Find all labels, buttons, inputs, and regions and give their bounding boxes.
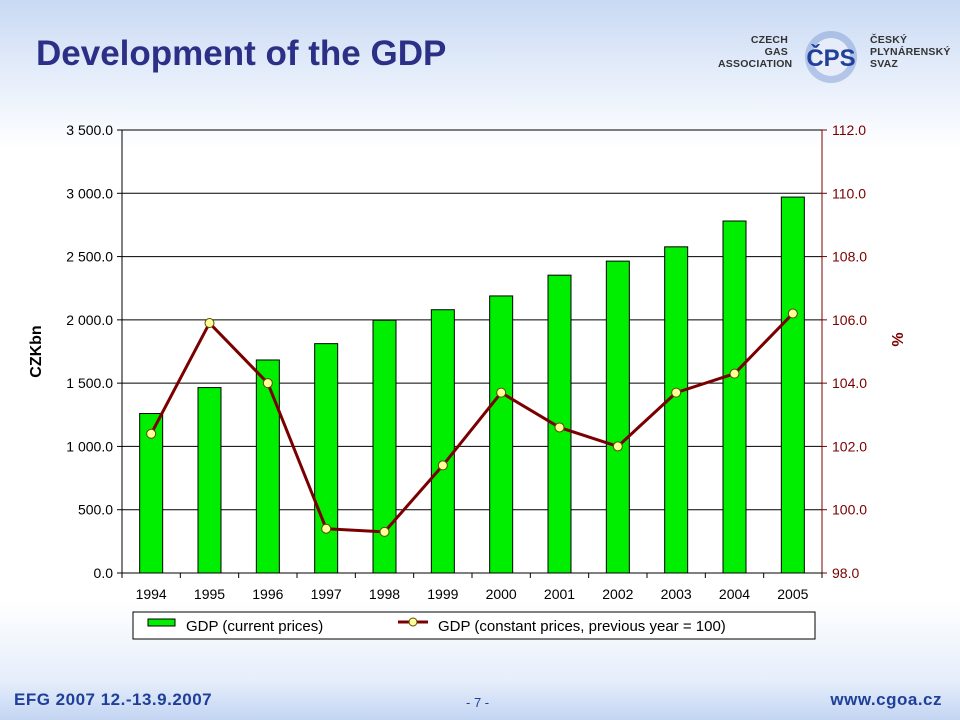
x-tick-label: 2004 [719,586,750,602]
chart-axes [117,129,827,578]
right-tick-label: 108.0 [832,249,867,265]
x-tick-label: 1995 [194,586,225,602]
gdp-growth-point [729,368,740,379]
legend-box [132,611,816,640]
gdp-growth-point [146,428,157,439]
logo-mark-text: ČPS [806,44,855,72]
left-tick-label: 3 500.0 [66,122,113,138]
chart-legend: GDP (current prices) GDP (constant prices… [132,611,816,640]
gdp-growth-point [612,441,623,452]
x-tick-label: 1996 [252,586,283,602]
logo-line: ASSOCIATION [718,58,793,70]
legend-label-current-prices: GDP (current prices) [186,618,323,635]
x-tick-label: 1999 [427,586,458,602]
x-tick-label: 2002 [602,586,633,602]
gdp-growth-point [787,308,798,319]
logo-line: CZECH [750,34,788,46]
gdp-bar [197,387,222,574]
gdp-bar [722,220,747,574]
gdp-bar [255,359,280,574]
left-axis-title: CZKbn [28,325,45,377]
chart-line-series [146,308,798,537]
right-tick-label: 112.0 [832,122,866,138]
left-tick-label: 500.0 [78,502,113,518]
right-tick-label: 110.0 [832,185,866,201]
gdp-bar [489,295,514,574]
logo-text-czech: ČESKÝ PLYNÁRENSKÝ SVAZ [870,34,951,70]
footer-page-number: - 7 - [466,695,490,710]
logo-line: GAS [764,46,788,58]
cgoa-logo: CZECH GAS ASSOCIATION ČPS ČESKÝ PLYNÁREN… [716,28,951,88]
gdp-bar [664,246,689,574]
right-tick-label: 98.0 [832,565,859,581]
gdp-growth-point [379,526,390,537]
x-tick-label: 1998 [369,586,400,602]
right-tick-label: 102.0 [832,438,867,454]
gdp-growth-point [204,318,215,329]
gdp-bar [605,260,630,574]
x-tick-label: 2001 [544,586,575,602]
x-tick-label: 2000 [486,586,517,602]
logo-line: ČESKÝ [870,34,908,46]
right-tick-label: 106.0 [832,312,867,328]
x-tick-label: 1994 [136,586,167,602]
slide-title: Development of the GDP [36,34,447,73]
left-tick-label: 2 500.0 [66,249,113,265]
legend-label-constant-prices: GDP (constant prices, previous year = 10… [438,618,726,635]
left-tick-label: 3 000.0 [66,185,113,201]
legend-swatch-marker [408,617,418,627]
gdp-growth-point [262,378,273,389]
left-tick-label: 2 000.0 [66,312,113,328]
right-tick-label: 100.0 [832,502,867,518]
gdp-bar [314,343,339,574]
footer-event: EFG 2007 12.-13.9.2007 [14,690,213,709]
logo-line: PLYNÁRENSKÝ [870,46,951,58]
logo-line: SVAZ [870,58,899,70]
gdp-growth-point [554,422,565,433]
right-tick-label: 104.0 [832,375,867,391]
gdp-growth-point [321,523,332,534]
gdp-growth-point [671,387,682,398]
chart-gridlines [122,129,822,511]
footer-website-link[interactable]: www.cgoa.cz [830,690,942,709]
left-tick-label: 1 500.0 [66,375,113,391]
gdp-growth-point [496,387,507,398]
gdp-bar [430,309,455,574]
logo-text-english: CZECH GAS ASSOCIATION [718,34,793,70]
cps-logo-mark-icon: ČPS [805,31,857,83]
x-tick-label: 1997 [311,586,342,602]
left-tick-label: 0.0 [94,565,114,581]
left-tick-label: 1 000.0 [66,438,113,454]
chart-bars [139,196,805,574]
gdp-bar [780,196,805,574]
right-axis-title: % [890,332,907,346]
legend-swatch-bar [147,618,176,627]
gdp-growth-line [149,312,794,534]
x-tick-label: 2005 [777,586,808,602]
x-tick-label: 2003 [661,586,692,602]
chart-labels: 0.0 98.0 500.0 100.0 1 000.0 102.0 1 500.0 104.… [28,122,907,602]
gdp-growth-point [437,460,448,471]
